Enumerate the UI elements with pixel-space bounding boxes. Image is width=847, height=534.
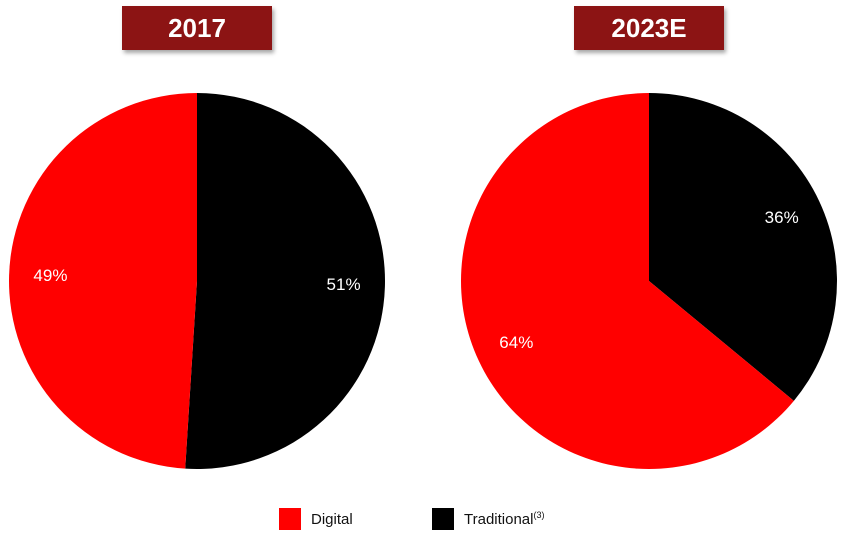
legend-label-traditional: Traditional(3) xyxy=(464,510,544,528)
legend-label-traditional-text: Traditional xyxy=(464,511,534,528)
pie-label-2017-digital: 49% xyxy=(33,266,67,285)
pie-slice-2023e-traditional xyxy=(649,93,837,401)
pie-slice-2017-digital xyxy=(9,93,197,469)
pie-label-2017-traditional: 51% xyxy=(327,275,361,294)
year-badge-2023e: 2023E xyxy=(574,6,724,50)
year-badge-2017: 2017 xyxy=(122,6,272,50)
pie-label-2023e-digital: 64% xyxy=(499,333,533,352)
pie-label-2023e-traditional: 36% xyxy=(765,208,799,227)
pie-slice-2017-traditional xyxy=(185,93,386,470)
legend-swatch-traditional xyxy=(432,508,454,530)
legend-label-digital: Digital xyxy=(311,510,353,528)
legend-item-digital: Digital xyxy=(279,508,353,530)
legend-swatch-digital xyxy=(279,508,301,530)
legend-item-traditional: Traditional(3) xyxy=(432,508,544,530)
pie-slice-2023e-digital xyxy=(461,93,794,469)
legend-footnote-marker: (3) xyxy=(533,510,545,520)
